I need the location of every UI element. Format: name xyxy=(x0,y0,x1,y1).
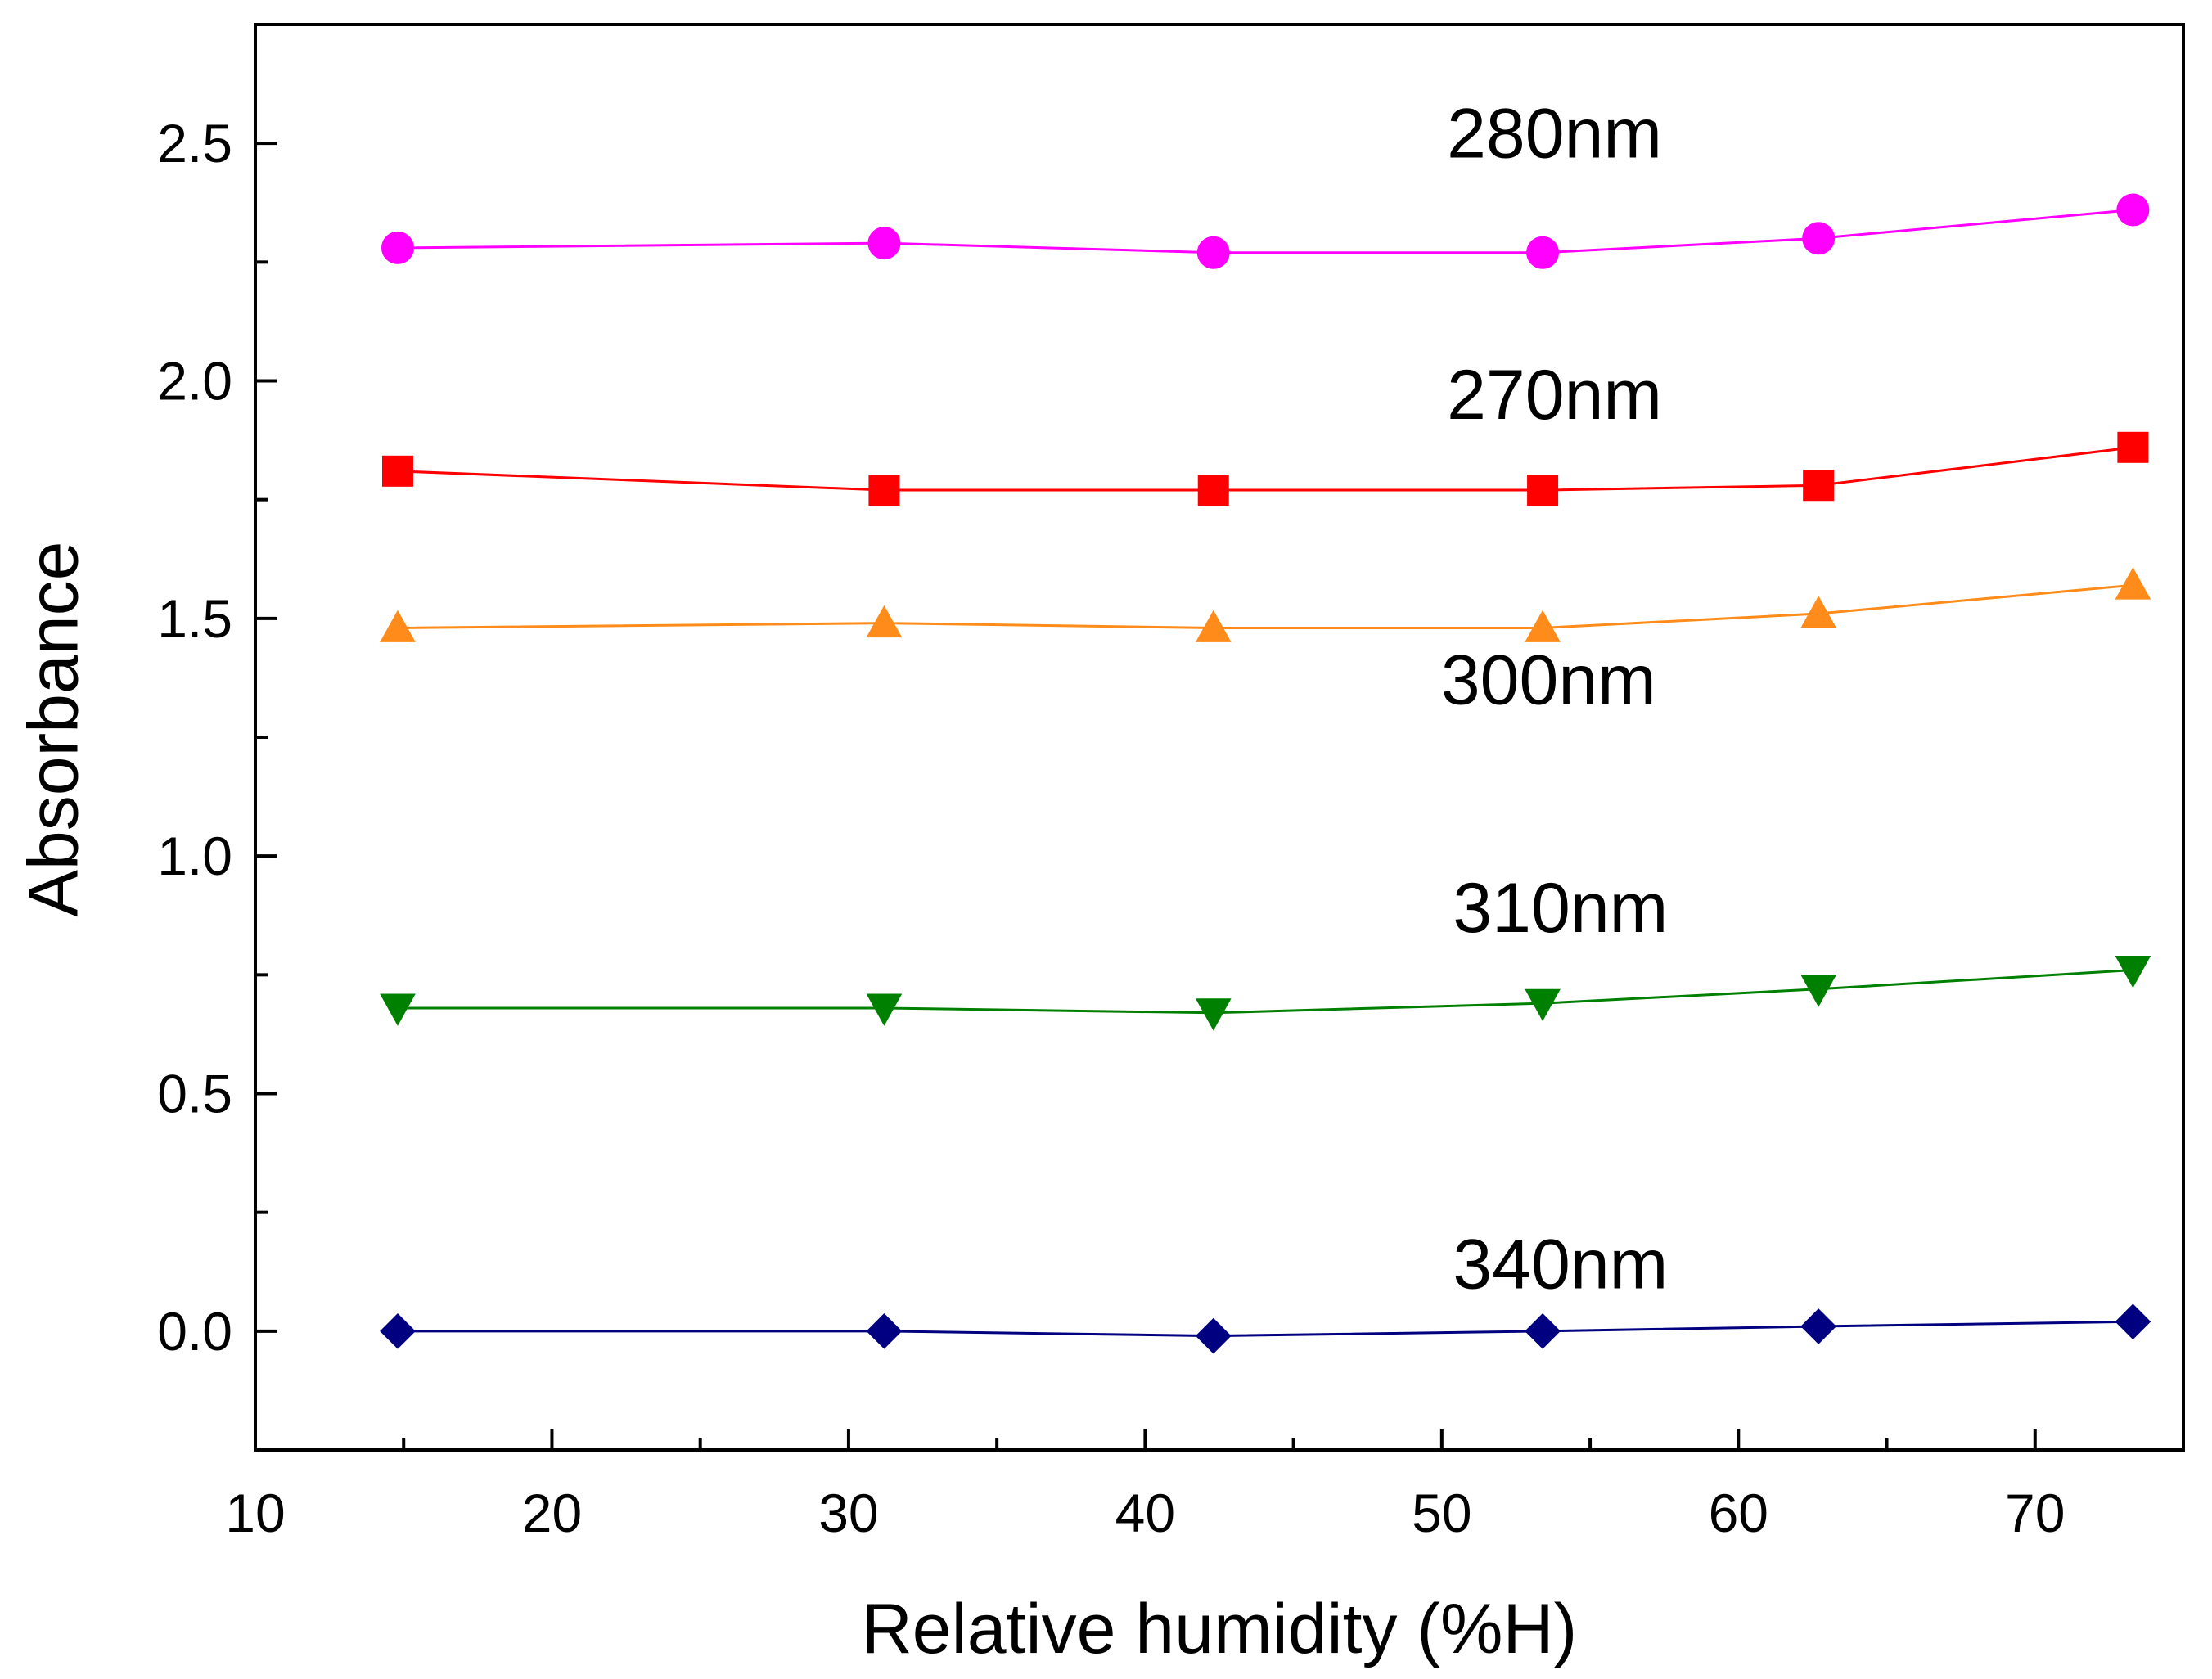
data-point-300nm xyxy=(1800,596,1837,628)
series-label-300nm: 300nm xyxy=(1441,641,1656,719)
data-point-340nm xyxy=(1800,1308,1837,1344)
series-line-310nm xyxy=(397,969,2133,1015)
data-point-270nm xyxy=(1197,475,1229,506)
data-point-300nm xyxy=(866,605,903,638)
x-tick-label: 20 xyxy=(522,1483,582,1543)
data-point-270nm xyxy=(868,475,900,506)
y-axis-title: Absorbance xyxy=(15,542,93,917)
data-point-340nm xyxy=(1525,1312,1561,1349)
x-tick-label: 40 xyxy=(1115,1483,1175,1543)
data-point-270nm xyxy=(1527,475,1559,506)
series-line-300nm xyxy=(397,583,2133,629)
y-tick-label: 0.0 xyxy=(157,1301,232,1362)
data-point-280nm xyxy=(1526,236,1560,269)
y-tick-label: 1.0 xyxy=(157,826,232,886)
data-point-280nm xyxy=(1196,236,1230,269)
data-point-280nm xyxy=(2116,193,2150,227)
series-label-280nm: 280nm xyxy=(1447,95,1662,173)
data-point-300nm xyxy=(380,610,416,642)
data-point-310nm xyxy=(1800,975,1837,1007)
y-tick-label: 1.5 xyxy=(157,588,232,649)
x-tick-label: 70 xyxy=(2005,1483,2065,1543)
x-tick-label: 10 xyxy=(225,1483,285,1543)
data-point-300nm xyxy=(1525,610,1561,642)
data-point-340nm xyxy=(2115,1303,2151,1340)
axis-ticks xyxy=(254,142,2037,1452)
series-line-280nm xyxy=(397,208,2133,254)
data-point-270nm xyxy=(1803,470,1835,502)
x-axis-title: Relative humidity (%H) xyxy=(862,1590,1578,1668)
data-point-280nm xyxy=(867,227,901,260)
data-point-310nm xyxy=(380,993,416,1026)
data-point-340nm xyxy=(866,1312,903,1349)
data-point-300nm xyxy=(1195,610,1232,642)
x-tick-label: 60 xyxy=(1709,1483,1768,1543)
tick-labels: 10 20 30 40 50 60 70 0.0 0.5 1.0 1.5 2.0 2.5 xyxy=(157,113,2065,1543)
data-point-310nm xyxy=(1195,998,1232,1031)
x-tick-label: 50 xyxy=(1412,1483,1471,1543)
series-lines xyxy=(397,208,2133,1338)
data-point-310nm xyxy=(866,993,903,1026)
data-point-270nm xyxy=(381,455,413,487)
series-labels: 280nm 270nm 300nm 310nm 340nm xyxy=(1441,95,1668,1304)
series-label-340nm: 340nm xyxy=(1453,1226,1668,1304)
series-markers xyxy=(380,193,2151,1354)
data-point-340nm xyxy=(1195,1317,1232,1354)
y-tick-label: 0.5 xyxy=(157,1064,232,1124)
series-label-270nm: 270nm xyxy=(1447,356,1662,434)
data-point-280nm xyxy=(1802,222,1836,255)
series-line-270nm xyxy=(397,446,2133,492)
y-tick-label: 2.5 xyxy=(157,113,232,173)
x-tick-label: 30 xyxy=(818,1483,878,1543)
y-tick-label: 2.0 xyxy=(157,351,232,412)
series-label-310nm: 310nm xyxy=(1453,869,1668,948)
data-point-310nm xyxy=(2115,956,2151,988)
data-point-280nm xyxy=(381,231,414,264)
data-point-270nm xyxy=(2117,431,2149,463)
data-point-340nm xyxy=(380,1312,416,1349)
data-point-300nm xyxy=(2115,567,2151,600)
series-line-340nm xyxy=(397,1320,2133,1338)
data-point-310nm xyxy=(1525,988,1561,1022)
